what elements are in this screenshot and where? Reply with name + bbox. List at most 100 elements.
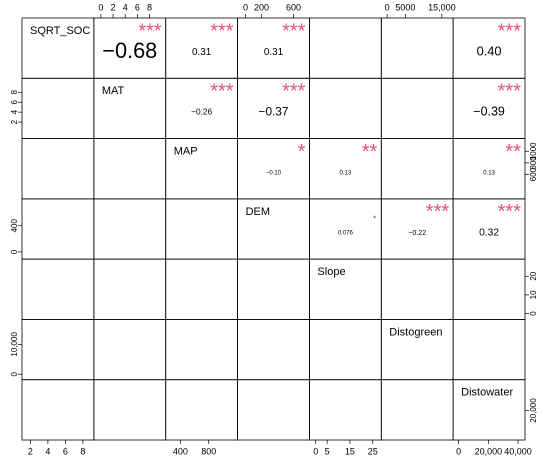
tick-label: 15,000 [428, 2, 456, 12]
panel [21, 198, 95, 260]
tick-label: 10 [529, 290, 538, 299]
tick-label: 600 [286, 2, 301, 12]
tick-label: 0 [313, 446, 318, 456]
tick-label: 4 [10, 109, 19, 114]
panel [452, 319, 526, 381]
panel [21, 379, 95, 441]
tick-label: 40,000 [504, 446, 532, 456]
significance-stars: *** [426, 201, 450, 223]
tick-label: 4 [45, 446, 50, 456]
tick-label: 400 [10, 219, 19, 233]
correlation-value: −0.68 [102, 38, 157, 63]
correlation-value: −0.26 [191, 107, 212, 117]
variable-name: Distowater [461, 387, 513, 399]
panel [21, 138, 95, 200]
tick-label: 0 [243, 2, 248, 12]
tick-label: 0 [385, 2, 390, 12]
panel [21, 77, 95, 139]
panel [452, 379, 526, 441]
correlation-value: 0.13 [340, 170, 352, 176]
panel [237, 379, 310, 441]
variable-name: Slope [317, 266, 345, 278]
correlation-value: −0.39 [473, 105, 505, 119]
tick-label: 0 [10, 371, 19, 376]
panel [165, 198, 238, 260]
tick-label: 0 [98, 2, 103, 12]
correlation-value: −0.37 [259, 105, 289, 119]
panel [21, 258, 95, 320]
tick-label: 600 [529, 167, 538, 181]
tick-label: 8 [80, 446, 85, 456]
tick-label: 8 [10, 89, 19, 94]
tick-label: 20,000 [475, 446, 503, 456]
variable-name: MAP [174, 145, 198, 157]
variable-name: SQRT_SOC [30, 25, 90, 37]
significance-stars: ** [505, 141, 521, 163]
panel [165, 319, 238, 381]
panel [309, 77, 382, 139]
variable-name: Distogreen [389, 326, 442, 338]
panel [93, 198, 167, 260]
panel [452, 258, 526, 320]
tick-label: 2 [28, 446, 33, 456]
tick-label: 6 [63, 446, 68, 456]
significance-stars: *** [498, 201, 522, 223]
tick-label: 4 [123, 2, 128, 12]
panel [380, 138, 454, 200]
tick-label: 800 [201, 446, 216, 456]
tick-label: 25 [368, 446, 378, 456]
tick-label: 0 [10, 249, 19, 254]
significance-stars: *** [282, 20, 306, 42]
panel [165, 258, 238, 320]
tick-label: 8 [147, 2, 152, 12]
tick-label: 6 [10, 99, 19, 104]
significance-stars: *** [498, 20, 522, 42]
correlation-value: 0.40 [477, 44, 502, 59]
tick-label: 5000 [395, 2, 415, 12]
significance-stars: * [298, 141, 306, 163]
panel [380, 77, 454, 139]
panel [237, 319, 310, 381]
panel [93, 138, 167, 200]
significance-stars: . [372, 201, 378, 223]
tick-label: 10,000 [10, 332, 19, 357]
significance-stars: *** [282, 81, 306, 103]
tick-label: 5 [325, 446, 330, 456]
tick-label: 0 [529, 311, 538, 316]
panel [309, 198, 382, 260]
tick-label: 1000 [529, 142, 538, 160]
correlation-value: 0.076 [338, 231, 354, 237]
correlation-value: 0.32 [479, 228, 499, 239]
variable-name: DEM [246, 206, 270, 218]
panel [93, 258, 167, 320]
tick-label: 200 [254, 2, 269, 12]
tick-label: 2 [10, 119, 19, 124]
significance-stars: *** [498, 81, 522, 103]
panel [380, 379, 454, 441]
correlation-value: 0.13 [483, 170, 495, 176]
correlation-value: −0.10 [266, 170, 282, 176]
significance-stars: ** [362, 141, 378, 163]
panel [309, 319, 382, 381]
variable-name: MAT [102, 85, 125, 97]
panel [21, 319, 95, 381]
panel [380, 258, 454, 320]
panel [93, 379, 167, 441]
correlation-value: 0.31 [264, 47, 284, 58]
panel [309, 379, 382, 441]
tick-label: 2 [111, 2, 116, 12]
tick-label: 15 [345, 446, 355, 456]
tick-label: 20,000 [529, 398, 538, 423]
significance-stars: *** [138, 20, 162, 42]
tick-label: 400 [173, 446, 188, 456]
panel [380, 17, 454, 79]
panel [237, 258, 310, 320]
correlation-value: 0.31 [192, 47, 212, 58]
tick-label: 6 [135, 2, 140, 12]
significance-stars: *** [210, 81, 234, 103]
tick-label: 0 [456, 446, 461, 456]
panel [309, 17, 382, 79]
significance-stars: *** [210, 20, 234, 42]
tick-label: 20 [529, 271, 538, 280]
